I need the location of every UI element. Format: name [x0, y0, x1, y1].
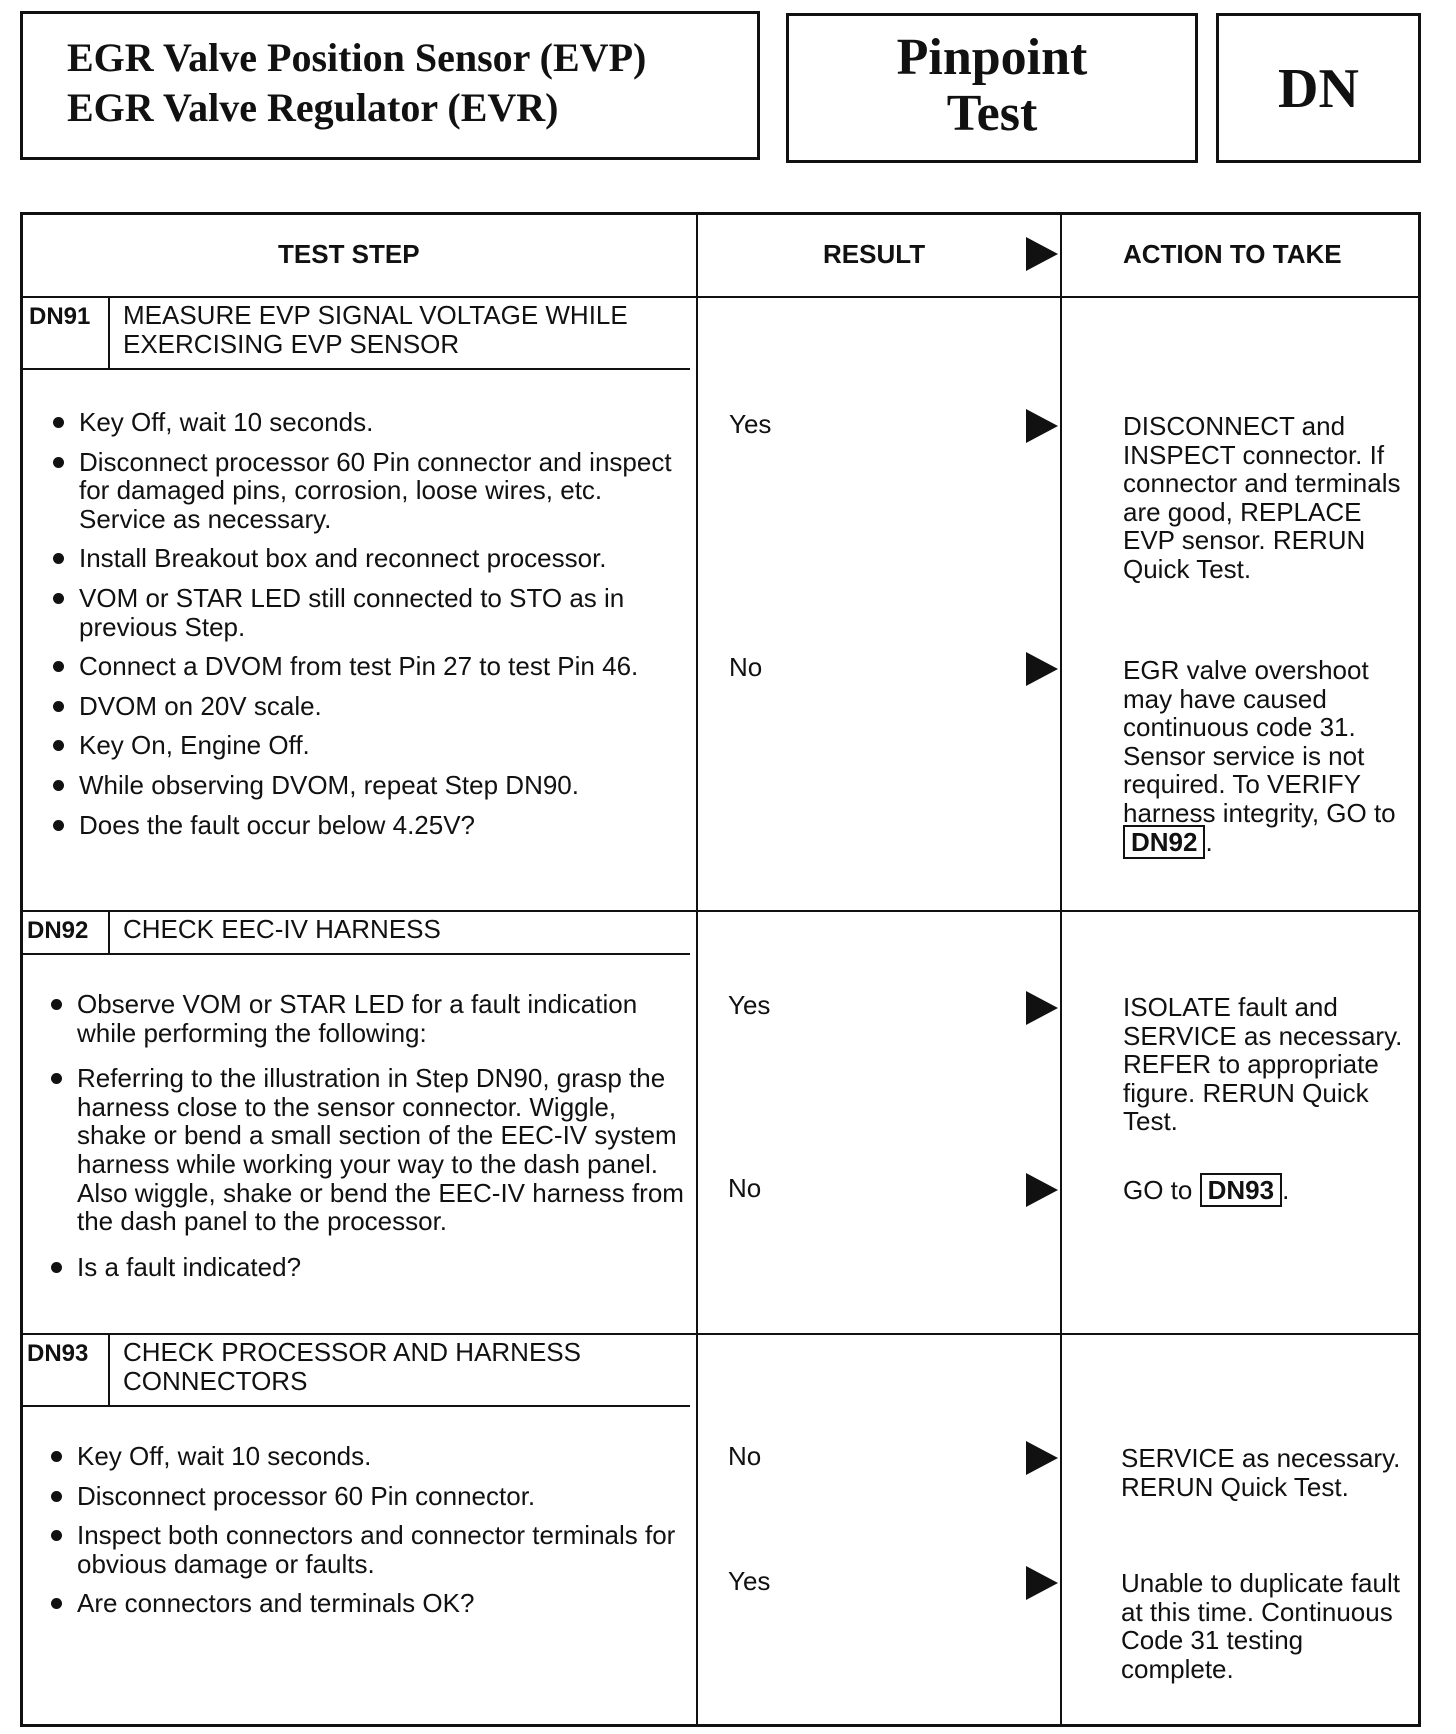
action-text: DISCONNECT and INSPECT connector. If con…: [1123, 411, 1401, 584]
arrow-icon: [1026, 1173, 1058, 1207]
divider: [1060, 215, 1062, 1724]
result-label: Yes: [729, 409, 772, 439]
step-bullets: Key Off, wait 10 seconds. Disconnect pro…: [49, 1442, 684, 1629]
col-result: RESULT: [823, 239, 926, 269]
step-ref-dn92[interactable]: DN92: [1123, 824, 1206, 859]
arrow-icon: [1026, 991, 1058, 1025]
bullet: Referring to the illustration in Step DN…: [49, 1064, 684, 1236]
bullet: Install Breakout box and reconnect proce…: [51, 544, 686, 573]
arrow-icon: [1026, 409, 1058, 443]
test-code: DN: [1278, 58, 1359, 120]
result-label: No: [728, 1441, 762, 1471]
bullet: Is a fault indicated?: [49, 1253, 684, 1282]
bullet: Key Off, wait 10 seconds.: [51, 408, 686, 437]
result-label: No: [729, 652, 763, 682]
step-bullets: Observe VOM or STAR LED for a fault indi…: [49, 990, 684, 1292]
bullet: Disconnect processor 60 Pin connector.: [49, 1481, 684, 1511]
bullet: Connect a DVOM from test Pin 27 to test …: [51, 652, 686, 681]
bullet: Are connectors and terminals OK?: [49, 1589, 684, 1618]
title-line-2: EGR Valve Regulator (EVR): [67, 85, 559, 130]
bullet: Observe VOM or STAR LED for a fault indi…: [49, 990, 684, 1047]
result-label: No: [728, 1173, 762, 1203]
step-bullets: Key Off, wait 10 seconds. Disconnect pro…: [51, 408, 686, 850]
action-text: SERVICE as necessary. RERUN Quick Test.: [1121, 1443, 1401, 1502]
bullet: Inspect both connectors and connector te…: [49, 1521, 684, 1578]
bullet: Does the fault occur below 4.25V?: [51, 810, 686, 840]
step-title: CHECK PROCESSOR AND HARNESS CONNECTORS: [123, 1337, 581, 1396]
pinpoint-line-1: Pinpoint: [896, 29, 1088, 86]
arrow-icon: [1026, 652, 1058, 686]
bullet: VOM or STAR LED still connected to STO a…: [51, 584, 686, 641]
divider: [23, 910, 1418, 912]
test-code-box: DN: [1216, 13, 1421, 163]
col-test-step: TEST STEP: [278, 239, 420, 269]
title-box: EGR Valve Position Sensor (EVP) EGR Valv…: [20, 11, 760, 160]
divider: [23, 1405, 690, 1407]
bullet: DVOM on 20V scale.: [51, 692, 686, 721]
divider: [108, 910, 110, 953]
bullet: Key Off, wait 10 seconds.: [49, 1442, 684, 1471]
step-title: MEASURE EVP SIGNAL VOLTAGE WHILE EXERCIS…: [123, 300, 628, 359]
divider: [23, 953, 690, 955]
arrow-icon: [1026, 1441, 1058, 1475]
step-id: DN91: [29, 303, 91, 330]
divider: [108, 1333, 110, 1405]
action-text-body: GO to: [1123, 1175, 1193, 1205]
step-title: CHECK EEC-IV HARNESS: [123, 914, 441, 944]
bullet: While observing DVOM, repeat Step DN90.: [51, 771, 686, 800]
col-action: ACTION TO TAKE: [1123, 239, 1342, 269]
divider: [23, 296, 1418, 298]
title-line-1: EGR Valve Position Sensor (EVP): [67, 35, 647, 80]
action-text: ISOLATE fault and SERVICE as necessary. …: [1123, 992, 1403, 1137]
divider: [696, 215, 698, 1724]
pinpoint-test-box: Pinpoint Test: [786, 13, 1198, 163]
divider: [23, 368, 690, 370]
divider: [23, 1333, 1418, 1335]
action-text: GO to DN93.: [1123, 1173, 1290, 1207]
divider: [108, 296, 110, 368]
result-label: Yes: [728, 1566, 771, 1596]
bullet: Key On, Engine Off.: [51, 731, 686, 760]
step-id: DN93: [27, 1340, 89, 1367]
action-text: Unable to duplicate fault at this time. …: [1121, 1568, 1400, 1684]
action-text-body: EGR valve overshoot may have caused cont…: [1123, 655, 1396, 828]
action-text: EGR valve overshoot may have caused cont…: [1123, 655, 1396, 859]
arrow-icon: [1026, 237, 1058, 271]
pinpoint-table: TEST STEP RESULT ACTION TO TAKE DN91 MEA…: [20, 212, 1421, 1727]
bullet: Disconnect processor 60 Pin connector an…: [51, 447, 686, 534]
step-id: DN92: [27, 917, 89, 944]
result-label: Yes: [728, 990, 771, 1020]
arrow-icon: [1026, 1566, 1058, 1600]
step-ref-dn93[interactable]: DN93: [1199, 1173, 1283, 1207]
pinpoint-line-2: Test: [946, 85, 1038, 142]
